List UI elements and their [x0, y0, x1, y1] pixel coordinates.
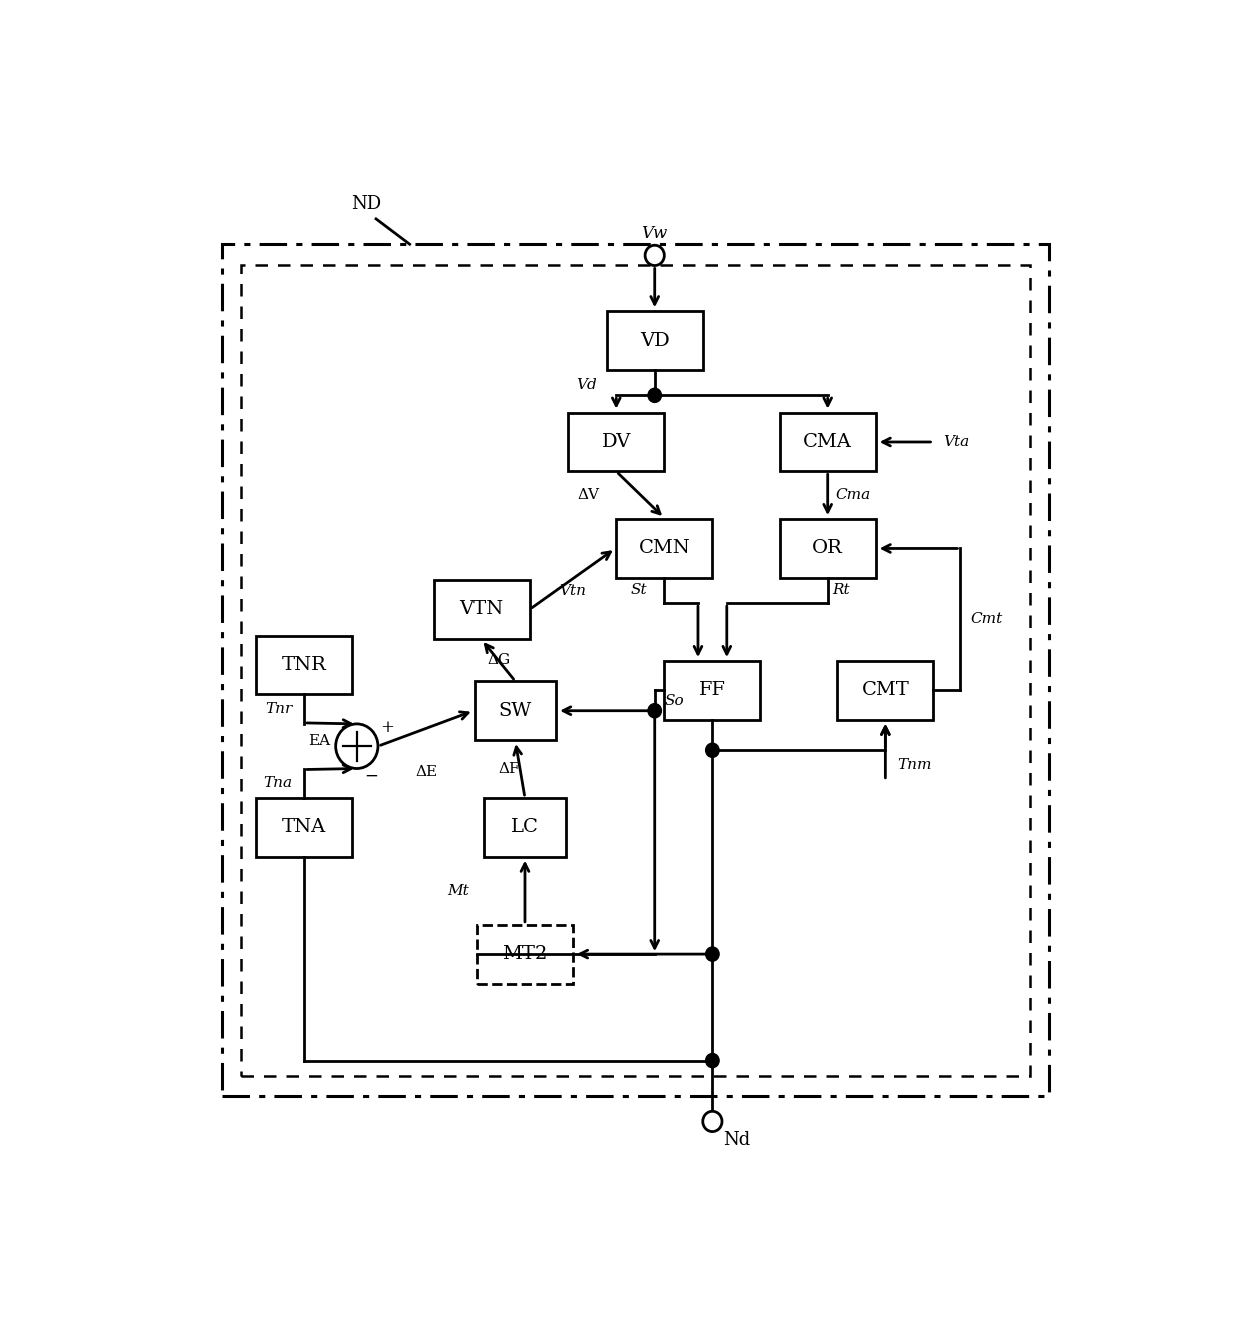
Text: ΔV: ΔV [577, 489, 599, 502]
Text: ΔE: ΔE [415, 765, 438, 778]
Bar [222, 244, 1049, 1096]
Text: Tnm: Tnm [897, 759, 931, 773]
Text: Rt: Rt [832, 583, 851, 597]
Text: TNR: TNR [281, 656, 326, 674]
Circle shape [703, 1112, 722, 1131]
Bar [780, 412, 875, 471]
Circle shape [706, 947, 719, 961]
Bar [616, 519, 712, 578]
Text: Vd: Vd [577, 378, 596, 392]
Circle shape [649, 703, 661, 718]
Text: Vta: Vta [944, 435, 970, 449]
Bar [242, 265, 1029, 1076]
Text: CMT: CMT [862, 681, 909, 699]
Bar [434, 579, 529, 639]
Bar [606, 311, 703, 370]
Text: −: − [365, 768, 378, 785]
Text: LC: LC [511, 818, 539, 836]
Bar [837, 661, 934, 720]
Text: So: So [665, 694, 684, 707]
Text: St: St [630, 583, 647, 597]
Circle shape [336, 724, 378, 769]
Bar [477, 925, 573, 984]
Text: ΔF: ΔF [498, 763, 521, 776]
Text: CMN: CMN [639, 540, 691, 557]
Text: Tnr: Tnr [265, 702, 293, 716]
Text: Cma: Cma [836, 489, 870, 502]
Text: EA: EA [308, 734, 330, 748]
Bar [255, 636, 352, 694]
Bar [484, 798, 565, 857]
Text: ND: ND [351, 195, 382, 212]
Text: FF: FF [699, 681, 725, 699]
Text: Mt: Mt [448, 884, 469, 898]
Text: TNA: TNA [281, 818, 326, 836]
Text: VD: VD [640, 332, 670, 349]
Text: ΔG: ΔG [487, 653, 511, 666]
Circle shape [706, 1054, 719, 1068]
Circle shape [645, 245, 665, 266]
Text: Tna: Tna [263, 776, 293, 790]
Text: Vw: Vw [641, 225, 668, 241]
Circle shape [706, 743, 719, 757]
Bar [665, 661, 760, 720]
Bar [255, 798, 352, 857]
Text: +: + [381, 719, 394, 736]
Bar [568, 412, 665, 471]
Text: MT2: MT2 [502, 946, 548, 963]
Text: OR: OR [812, 540, 843, 557]
Text: CMA: CMA [804, 433, 852, 450]
Circle shape [649, 389, 661, 403]
Text: DV: DV [601, 433, 631, 450]
Text: Cmt: Cmt [970, 612, 1002, 627]
Text: Vtn: Vtn [559, 583, 587, 598]
Text: VTN: VTN [460, 601, 503, 618]
Bar [475, 681, 557, 740]
Bar [780, 519, 875, 578]
Text: SW: SW [498, 702, 532, 719]
Text: Nd: Nd [723, 1131, 750, 1148]
